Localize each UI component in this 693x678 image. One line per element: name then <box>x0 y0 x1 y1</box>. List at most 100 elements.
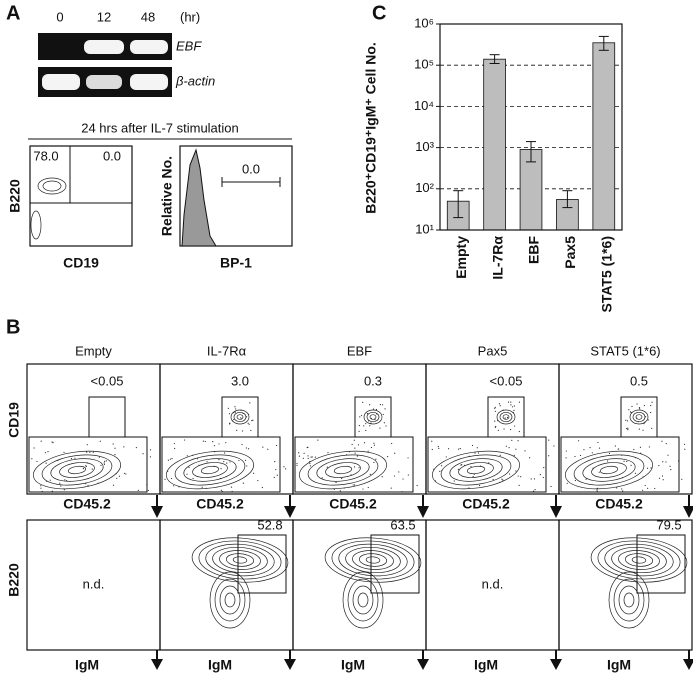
event-dot <box>40 487 42 489</box>
event-dot <box>402 478 404 480</box>
lane-label: 48 <box>141 9 155 24</box>
event-dot <box>229 422 231 424</box>
event-dot <box>218 459 220 461</box>
event-dot <box>223 452 226 454</box>
contour <box>599 465 619 475</box>
event-dot <box>642 476 644 478</box>
event-dot <box>447 448 450 450</box>
event-dot <box>362 488 364 490</box>
event-dot <box>393 475 396 477</box>
event-dot <box>57 459 59 462</box>
event-dot <box>684 448 686 450</box>
event-dot <box>343 487 345 489</box>
event-dot <box>370 417 373 420</box>
axis-label: CD19 <box>63 255 99 271</box>
contour <box>499 411 513 423</box>
gate <box>28 436 148 493</box>
contour <box>232 556 248 564</box>
contour <box>366 411 380 423</box>
event-dot <box>363 425 365 427</box>
event-dot <box>49 479 51 481</box>
event-dot <box>82 468 85 470</box>
event-dot <box>508 447 510 449</box>
event-dot <box>431 440 433 442</box>
event-dot <box>302 457 304 459</box>
event-dot <box>192 477 194 480</box>
gate <box>636 534 686 594</box>
event-dot <box>123 446 125 448</box>
event-dot <box>369 473 371 475</box>
event-dot <box>247 422 249 424</box>
event-dot <box>86 451 88 453</box>
event-dot <box>463 464 466 466</box>
event-dot <box>353 484 356 486</box>
gate-value: 63.5 <box>390 517 415 532</box>
panel-label: B <box>6 316 20 338</box>
contour <box>432 450 520 490</box>
event-dot <box>169 458 172 460</box>
contour <box>604 543 674 577</box>
event-dot <box>353 439 355 441</box>
event-dot <box>647 419 649 421</box>
event-dot <box>629 411 632 413</box>
event-dot <box>617 448 619 450</box>
event-dot <box>307 457 309 459</box>
event-dot <box>249 402 251 404</box>
event-dot <box>307 455 309 457</box>
y-tick-label: 10⁶ <box>414 15 434 30</box>
event-dot <box>515 470 517 472</box>
event-dot <box>231 420 234 422</box>
event-dot <box>245 416 248 418</box>
event-dot <box>511 406 514 408</box>
event-dot <box>86 444 88 446</box>
contour <box>324 537 422 583</box>
event-dot <box>499 481 501 483</box>
event-dot <box>370 422 372 424</box>
contour <box>42 180 62 192</box>
event-dot <box>566 482 568 484</box>
event-dot <box>173 442 175 445</box>
event-dot <box>116 477 118 479</box>
event-dot <box>46 480 48 482</box>
event-dot <box>416 484 418 487</box>
event-dot <box>188 466 190 469</box>
event-dot <box>515 448 517 450</box>
event-dot <box>225 475 227 478</box>
event-dot <box>637 421 639 423</box>
event-dot <box>314 456 316 458</box>
contour <box>230 409 250 425</box>
event-dot <box>267 448 269 450</box>
plot-frame <box>558 363 693 495</box>
event-dot <box>654 487 656 490</box>
event-dot <box>246 465 248 467</box>
gate-value: 0.5 <box>630 373 648 388</box>
error-bar <box>598 35 609 51</box>
axis-label: CD45.2 <box>196 496 244 512</box>
contour <box>200 465 220 475</box>
event-dot <box>661 475 664 477</box>
quadrant-value: 78.0 <box>33 148 58 163</box>
event-dot <box>373 461 375 464</box>
axis-label: IgM <box>75 657 99 673</box>
event-dot <box>650 411 652 414</box>
contour <box>183 458 237 482</box>
event-dot <box>91 468 93 470</box>
event-dot <box>178 486 180 488</box>
event-dot <box>633 448 635 451</box>
event-dot <box>534 489 536 491</box>
contour <box>236 414 244 420</box>
event-dot <box>226 462 228 464</box>
event-dot <box>225 442 227 444</box>
axis-label: Relative No. <box>159 156 175 236</box>
event-dot <box>326 466 328 468</box>
event-dot <box>218 443 220 445</box>
event-dot <box>591 452 593 454</box>
contour <box>632 411 646 423</box>
event-dot <box>303 452 305 454</box>
contour <box>597 540 681 580</box>
event-dot <box>202 440 204 442</box>
gate <box>560 436 680 493</box>
event-dot <box>518 430 520 433</box>
event-dot <box>89 451 91 453</box>
event-dot <box>513 454 515 456</box>
